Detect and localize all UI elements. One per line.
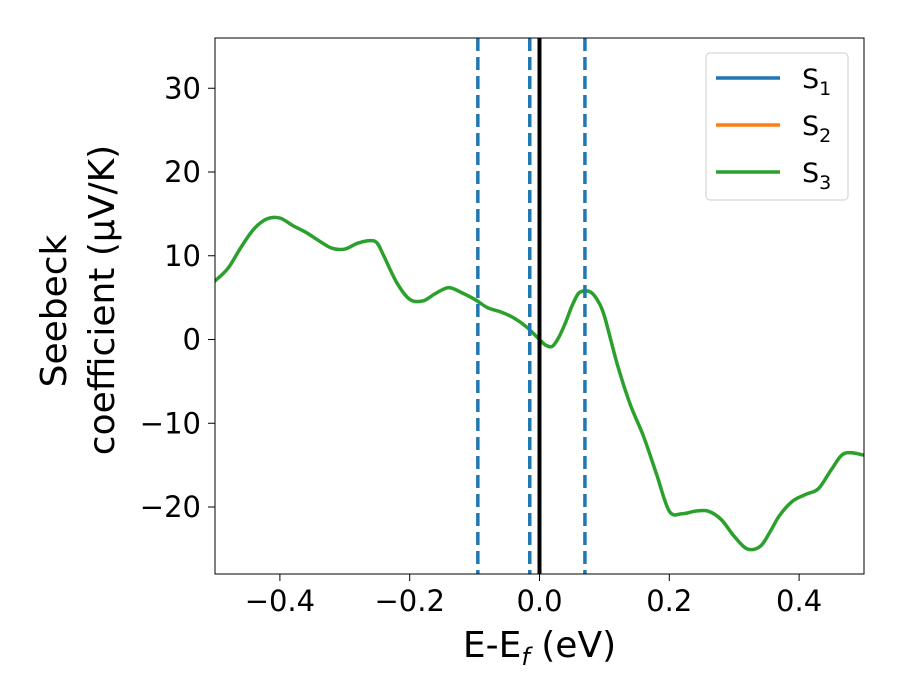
legend-label: S2 bbox=[802, 111, 831, 147]
y-axis-title-line1: Seebeck bbox=[34, 234, 75, 387]
x-axis-title-suffix: (eV) bbox=[530, 625, 616, 666]
legend-label: S3 bbox=[802, 158, 831, 194]
x-tick-label: 0.4 bbox=[776, 584, 822, 618]
data-group bbox=[215, 38, 864, 574]
x-tick-label: 0.2 bbox=[646, 584, 692, 618]
x-tick-label: −0.4 bbox=[245, 584, 315, 618]
legend-entry-3: S3 bbox=[716, 158, 831, 194]
x-tick-label: −0.2 bbox=[374, 584, 444, 618]
y-axis-title: Seebeck coefficient (μV/K) bbox=[34, 145, 123, 455]
axes: −0.4 −0.2 0.0 0.2 0.4 −20 −10 0 10 20 30 bbox=[140, 37, 865, 618]
x-axis-title-base: E-E bbox=[463, 625, 521, 666]
legend-label-subscript: 3 bbox=[819, 172, 831, 194]
legend-label-subscript: 1 bbox=[819, 78, 831, 100]
y-tick-label: 20 bbox=[164, 155, 201, 189]
legend-label-subscript: 2 bbox=[819, 125, 831, 147]
legend-label-base: S bbox=[802, 64, 819, 95]
legend-entry-1: S1 bbox=[716, 64, 831, 100]
x-tick-label: 0.0 bbox=[516, 584, 562, 618]
y-axis-title-line2: coefficient (μV/K) bbox=[82, 145, 123, 455]
y-tick-label: 30 bbox=[164, 71, 201, 105]
axis-labels: E-Ef (eV) Seebeck coefficient (μV/K) bbox=[34, 145, 616, 671]
series-line-3 bbox=[215, 215, 864, 552]
y-tick-label: 10 bbox=[164, 239, 201, 273]
plot-area bbox=[215, 38, 864, 574]
legend-label-base: S bbox=[802, 111, 819, 142]
legend-label: S1 bbox=[802, 64, 831, 100]
y-tick-label: −20 bbox=[140, 490, 201, 524]
legend-label-base: S bbox=[802, 158, 819, 189]
legend-entry-2: S2 bbox=[716, 111, 831, 147]
x-axis-title: E-Ef (eV) bbox=[463, 625, 616, 671]
y-tick-label: −10 bbox=[140, 406, 201, 440]
y-tick-label: 0 bbox=[183, 323, 201, 357]
